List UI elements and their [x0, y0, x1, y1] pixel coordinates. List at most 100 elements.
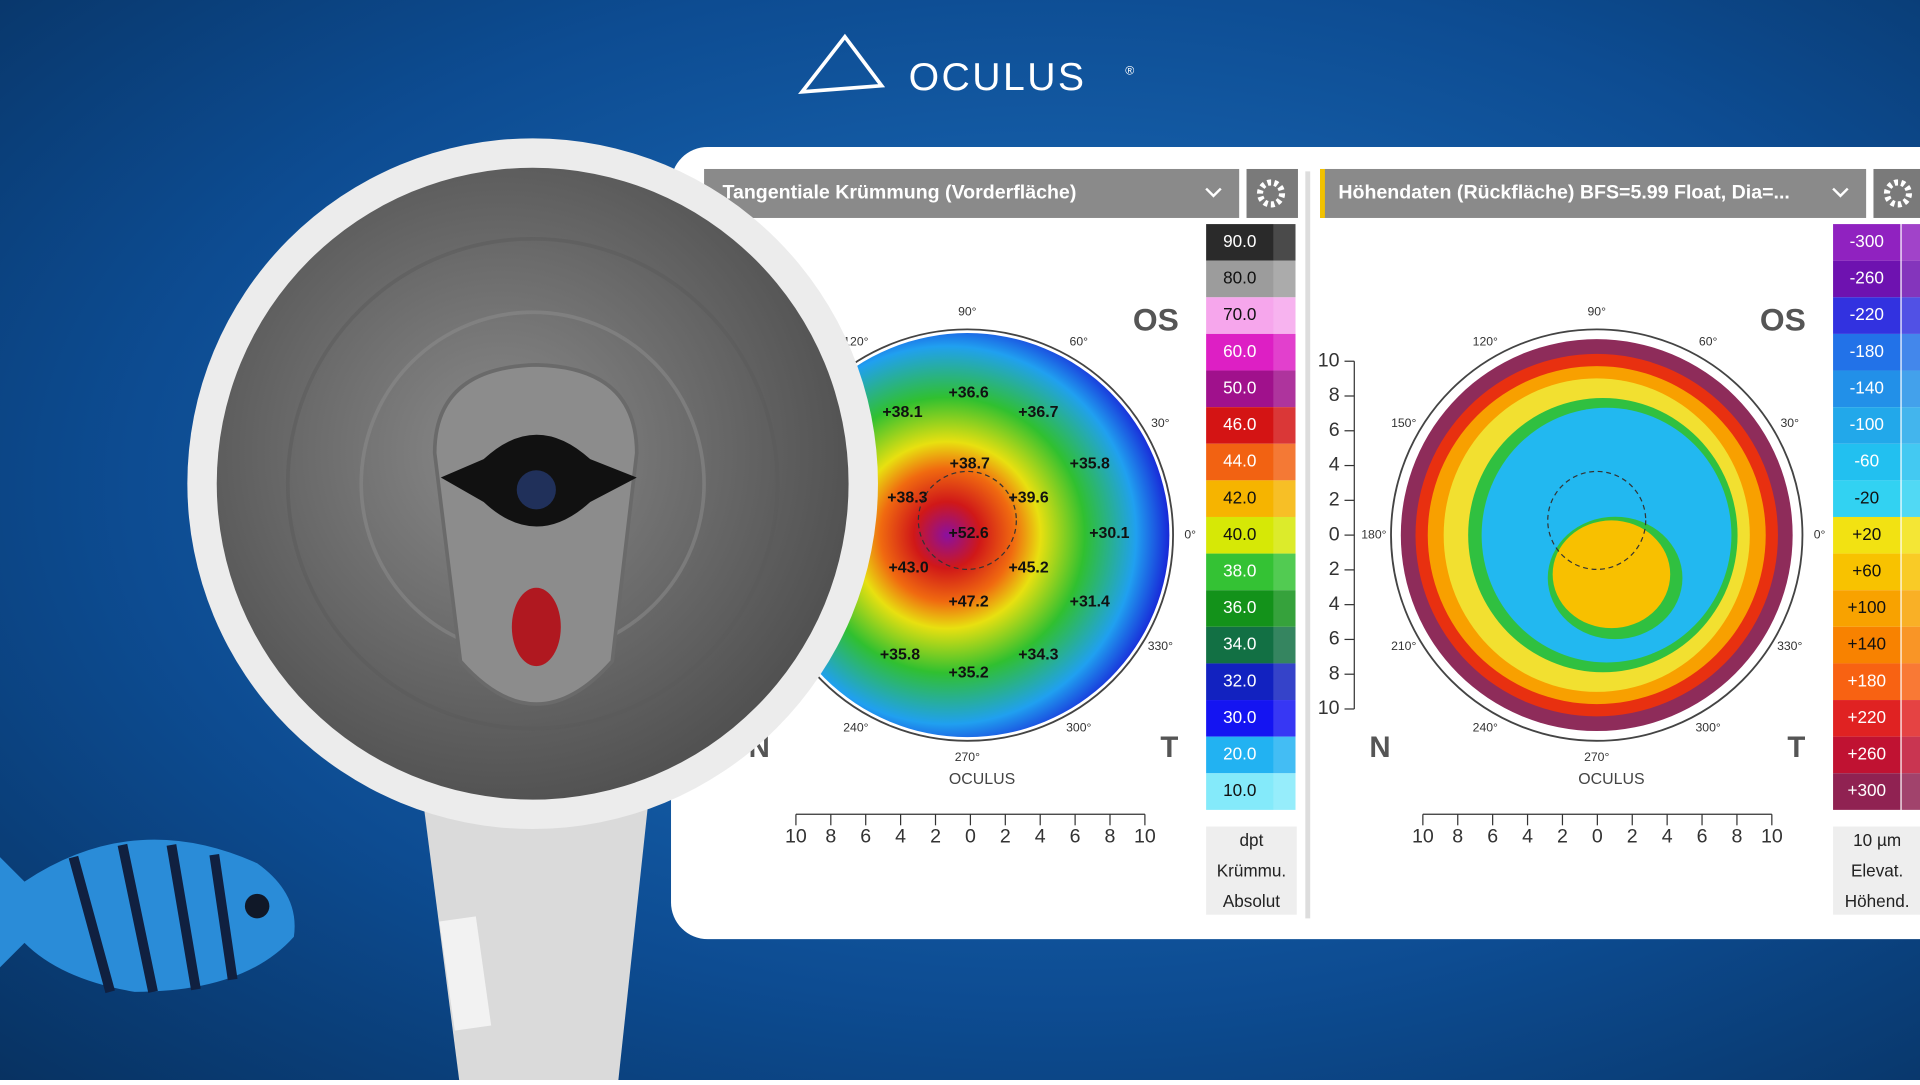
- angle-label: 300°: [1066, 720, 1091, 734]
- axis-label: 10: [1318, 349, 1340, 371]
- scale-swatch: [1206, 700, 1274, 737]
- unit-label: dpt: [1240, 830, 1264, 850]
- scale-strip: [1273, 590, 1296, 627]
- map-value: +34.3: [1018, 646, 1058, 663]
- scale-swatch: [1833, 443, 1901, 481]
- scale-swatch: [1833, 553, 1901, 591]
- scale-label: -260: [1850, 268, 1884, 288]
- axis-label: 6: [1697, 826, 1708, 848]
- axis-label: 2: [1627, 826, 1638, 848]
- angle-ring: [1390, 328, 1804, 742]
- angle-label: 30°: [1780, 416, 1799, 430]
- map-value: +43.0: [888, 559, 928, 576]
- scale-label: -100: [1850, 414, 1884, 434]
- map-value: +35.2: [948, 665, 988, 682]
- scale-swatch: [1833, 773, 1901, 810]
- scale-label: 10.0: [1223, 780, 1256, 800]
- scale-swatch: [1833, 224, 1901, 261]
- map-value: +52.6: [948, 525, 988, 542]
- scale-label: 46.0: [1223, 414, 1256, 434]
- scale-swatch: [1206, 553, 1274, 591]
- map-value: +35.8: [1070, 455, 1110, 472]
- angle-label: 0°: [1184, 527, 1196, 541]
- scale-strip: [1901, 736, 1920, 774]
- axis-label: 8: [1329, 662, 1340, 684]
- scale-strip: [1901, 480, 1920, 517]
- angle-label: 180°: [1361, 527, 1386, 541]
- scale-label: +220: [1847, 707, 1886, 727]
- angle-label: 150°: [1391, 416, 1416, 430]
- unit-box: [1206, 826, 1297, 915]
- axis-label: 4: [1662, 826, 1673, 848]
- scale-strip: [1273, 480, 1296, 517]
- axis-label: 4: [1329, 593, 1340, 615]
- scale-strip: [1273, 516, 1296, 554]
- axis-label: 4: [1329, 454, 1340, 476]
- axis-label: 8: [1329, 384, 1340, 406]
- angle-label: 270°: [1584, 750, 1609, 764]
- angle-label: 90°: [958, 304, 977, 318]
- scale-label: -20: [1854, 487, 1879, 507]
- axis-label: 2: [930, 826, 941, 848]
- angle-label: 330°: [1777, 639, 1802, 653]
- scale-strip: [1901, 626, 1920, 664]
- header-title: Höhendaten (Rückfläche) BFS=5.99 Float, …: [1338, 182, 1790, 204]
- scale-swatch: [1833, 370, 1901, 408]
- scale-label: +260: [1847, 744, 1886, 764]
- angle-label: 60°: [1070, 334, 1089, 348]
- scale-strip: [1273, 260, 1296, 298]
- map-value: +31.4: [1070, 594, 1110, 611]
- scale-label: 60.0: [1223, 341, 1256, 361]
- angle-label: 60°: [1699, 334, 1718, 348]
- dropdown-chevron[interactable]: [1832, 187, 1849, 198]
- scale-strip: [1273, 297, 1296, 334]
- axis-label: 10: [1318, 697, 1340, 719]
- header-bar: [1320, 168, 1867, 218]
- scale-strip: [1901, 553, 1920, 591]
- scale-label: 30.0: [1223, 707, 1256, 727]
- scale-swatch: [1833, 516, 1901, 554]
- unit-box: [1833, 826, 1920, 915]
- scale-label: +180: [1847, 670, 1886, 690]
- scale-swatch: [1206, 224, 1274, 261]
- logo-text: OCULUS: [909, 56, 1087, 99]
- map-value: +38.7: [950, 455, 990, 472]
- axis-label: 4: [895, 826, 906, 848]
- scale-label: +60: [1852, 560, 1881, 580]
- dropdown-chevron[interactable]: [1205, 187, 1222, 198]
- gear-icon: [1883, 179, 1913, 208]
- scale-swatch: [1206, 480, 1274, 517]
- axis-label: 8: [1731, 826, 1742, 848]
- angle-label: 270°: [955, 750, 980, 764]
- scale-label: 42.0: [1223, 487, 1256, 507]
- unit-label: 10 µm: [1853, 830, 1901, 850]
- maps: Tangentiale Krümmung (Vorderfläche) 0° 30°…: [704, 168, 1920, 915]
- axis-label: 4: [1522, 826, 1533, 848]
- header-title: Tangentiale Krümmung (Vorderfläche): [722, 182, 1076, 204]
- settings-button[interactable]: [1246, 168, 1298, 218]
- gear-icon: [1256, 179, 1286, 208]
- map-value: +39.6: [1008, 490, 1048, 507]
- settings-button[interactable]: [1873, 168, 1920, 218]
- scale-swatch: [1206, 626, 1274, 664]
- scale-strip: [1273, 700, 1296, 737]
- temporal-label: T: [1160, 731, 1178, 764]
- scale-swatch: [1833, 297, 1901, 334]
- scale-strip: [1901, 333, 1920, 371]
- scale-strip: [1901, 297, 1920, 334]
- header-bar: [704, 168, 1240, 218]
- map-value: +35.8: [880, 646, 920, 663]
- scale-swatch: [1206, 260, 1274, 298]
- angle-label: 210°: [1391, 639, 1416, 653]
- eye-label: OS: [1133, 301, 1179, 337]
- temporal-label: T: [1787, 731, 1805, 764]
- axis-label: 10: [1412, 826, 1434, 848]
- scale-label: +300: [1847, 780, 1886, 800]
- scale-swatch: [1833, 590, 1901, 627]
- angle-label: 120°: [843, 334, 868, 348]
- angle-label: 300°: [1696, 720, 1721, 734]
- scale-swatch: [1833, 407, 1901, 444]
- map-value: +47.2: [948, 594, 988, 611]
- scale-strip: [1901, 443, 1920, 481]
